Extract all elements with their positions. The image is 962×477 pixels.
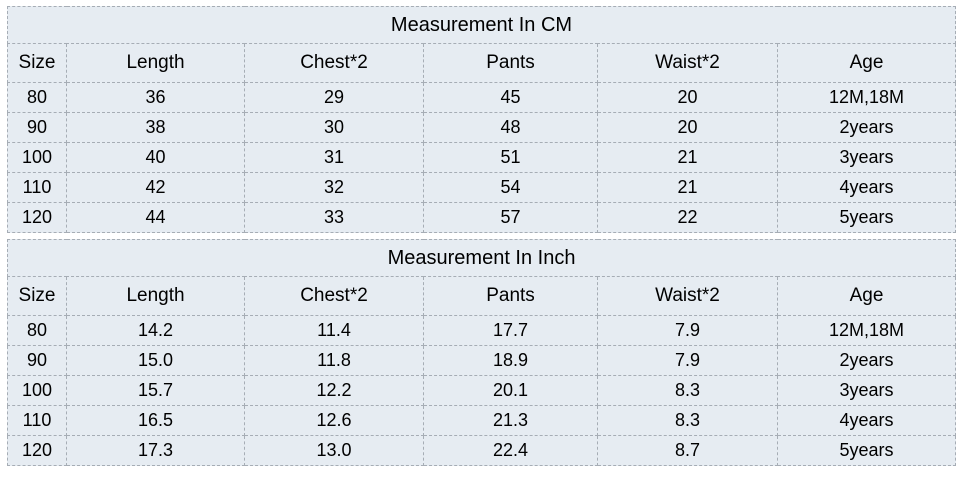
cm-measurement-table: Measurement In CM Size Length Chest*2 Pa… [6,6,957,233]
table-cell: 11.8 [244,345,424,376]
table-cell: 12.2 [244,375,424,406]
table-row: 80 36 29 45 20 12M,18M [7,82,957,113]
inch-measurement-table: Measurement In Inch Size Length Chest*2 … [6,239,957,466]
table-cell: 18.9 [423,345,598,376]
table-cell: 12M,18M [776,315,957,346]
column-header-chest: Chest*2 [244,276,424,316]
table-row: 100 15.7 12.2 20.1 8.3 3years [7,375,957,406]
table-cell: 3years [776,375,957,406]
table-header-row: Size Length Chest*2 Pants Waist*2 Age [7,276,957,316]
column-header-waist: Waist*2 [597,43,778,83]
table-cell: 8.3 [597,375,778,406]
table-cell: 100 [7,142,67,173]
table-row: 110 16.5 12.6 21.3 8.3 4years [7,405,957,436]
table-cell: 15.0 [66,345,245,376]
column-header-waist: Waist*2 [597,276,778,316]
table-title-row: Measurement In Inch [6,239,957,277]
column-header-size: Size [7,276,67,316]
table-cell: 51 [423,142,598,173]
table-cell: 120 [7,435,67,466]
table-cell: 14.2 [66,315,245,346]
table-row: 120 44 33 57 22 5years [7,202,957,233]
table-header-row: Size Length Chest*2 Pants Waist*2 Age [7,43,957,83]
table-cell: 3years [776,142,957,173]
table-cell: 21 [597,172,778,203]
table-cell: 36 [66,82,245,113]
table-cell: 90 [7,112,67,143]
table-cell: 20.1 [423,375,598,406]
table-cell: 40 [66,142,245,173]
table-cell: 8.7 [597,435,778,466]
table-cell: 80 [7,82,67,113]
table-cell: 29 [244,82,424,113]
column-header-age: Age [776,276,957,316]
cm-table-title: Measurement In CM [6,6,957,44]
table-cell: 5years [776,202,957,233]
table-cell: 110 [7,172,67,203]
table-cell: 110 [7,405,67,436]
table-cell: 17.7 [423,315,598,346]
column-header-length: Length [66,43,245,83]
table-cell: 20 [597,82,778,113]
column-header-pants: Pants [423,43,598,83]
table-cell: 5years [776,435,957,466]
table-cell: 38 [66,112,245,143]
table-cell: 31 [244,142,424,173]
column-header-size: Size [7,43,67,83]
table-cell: 12M,18M [776,82,957,113]
table-cell: 44 [66,202,245,233]
table-cell: 15.7 [66,375,245,406]
table-row: 90 38 30 48 20 2years [7,112,957,143]
table-cell: 32 [244,172,424,203]
table-row: 110 42 32 54 21 4years [7,172,957,203]
table-cell: 2years [776,345,957,376]
table-row: 100 40 31 51 21 3years [7,142,957,173]
column-header-length: Length [66,276,245,316]
table-cell: 8.3 [597,405,778,436]
table-title-row: Measurement In CM [6,6,957,44]
table-cell: 48 [423,112,598,143]
column-header-chest: Chest*2 [244,43,424,83]
table-cell: 22 [597,202,778,233]
table-cell: 120 [7,202,67,233]
column-header-age: Age [776,43,957,83]
table-cell: 13.0 [244,435,424,466]
table-row: 80 14.2 11.4 17.7 7.9 12M,18M [7,315,957,346]
table-cell: 22.4 [423,435,598,466]
table-cell: 21.3 [423,405,598,436]
table-row: 90 15.0 11.8 18.9 7.9 2years [7,345,957,376]
table-cell: 90 [7,345,67,376]
table-cell: 45 [423,82,598,113]
table-cell: 7.9 [597,315,778,346]
table-cell: 100 [7,375,67,406]
table-cell: 20 [597,112,778,143]
table-cell: 16.5 [66,405,245,436]
table-cell: 4years [776,405,957,436]
table-cell: 80 [7,315,67,346]
table-cell: 4years [776,172,957,203]
table-cell: 2years [776,112,957,143]
inch-table-title: Measurement In Inch [6,239,957,277]
table-row: 120 17.3 13.0 22.4 8.7 5years [7,435,957,466]
table-cell: 11.4 [244,315,424,346]
table-cell: 54 [423,172,598,203]
table-cell: 42 [66,172,245,203]
table-cell: 12.6 [244,405,424,436]
table-cell: 57 [423,202,598,233]
table-cell: 21 [597,142,778,173]
table-cell: 33 [244,202,424,233]
table-cell: 17.3 [66,435,245,466]
table-cell: 7.9 [597,345,778,376]
column-header-pants: Pants [423,276,598,316]
table-cell: 30 [244,112,424,143]
